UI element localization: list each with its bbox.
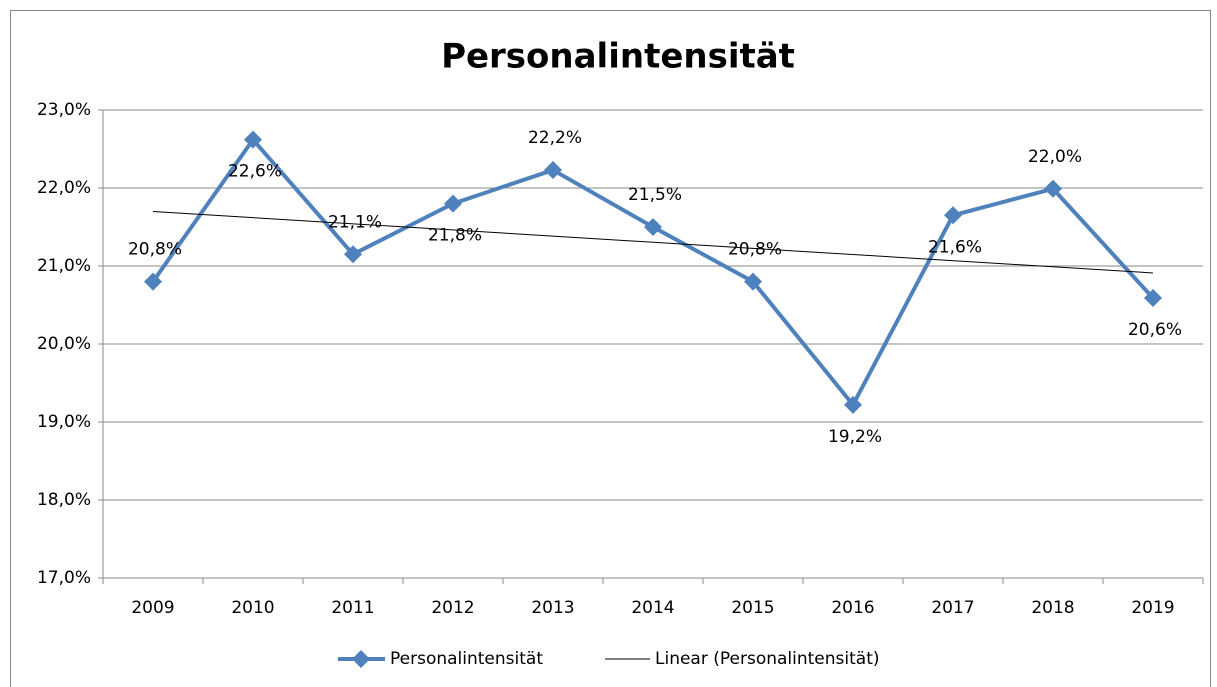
x-tick-label: 2013 [531,598,574,618]
y-tick-label: 21,0% [37,256,91,276]
point-marker [944,206,962,225]
data-label: 21,8% [428,226,482,246]
point-marker [644,218,662,236]
x-tick-label: 2012 [431,598,474,618]
y-tick-label: 22,0% [37,178,91,198]
x-tick-label: 2019 [1131,598,1174,618]
data-label: 21,6% [928,237,982,257]
x-tick-label: 2010 [231,598,274,618]
point-marker [144,272,162,291]
legend-label: Personalintensität [390,649,543,669]
data-label: 20,8% [728,240,782,260]
data-label: 19,2% [828,427,882,447]
point-marker [1044,179,1062,198]
point-marker [444,194,462,213]
x-tick-label: 2014 [631,598,674,618]
x-tick-label: 2011 [331,598,374,618]
chart-title: Personalintensität [441,37,795,77]
data-label: 22,2% [528,128,582,148]
point-marker [544,161,562,180]
data-label: 22,6% [228,162,282,182]
data-label: 21,5% [628,185,682,205]
point-marker [244,130,262,149]
y-tick-label: 18,0% [37,490,91,510]
point-marker [1144,288,1162,307]
x-tick-label: 2018 [1031,598,1074,618]
x-tick-label: 2009 [131,598,174,618]
data-label: 20,8% [128,240,182,260]
point-marker [744,272,762,291]
x-tick-label: 2016 [831,598,874,618]
legend-label: Linear (Personalintensität) [655,649,880,669]
y-tick-label: 23,0% [37,100,91,120]
x-tick-label: 2015 [731,598,774,618]
trendline [152,211,1154,274]
y-tick-label: 17,0% [37,568,91,588]
data-label: 20,6% [1128,320,1182,340]
data-label: 21,1% [328,212,382,232]
point-marker [844,395,862,414]
point-marker [344,245,362,264]
legend-marker [352,650,370,668]
chart-border [10,10,1211,687]
y-tick-label: 20,0% [37,334,91,354]
data-label: 22,0% [1028,147,1082,167]
y-tick-label: 19,0% [37,412,91,432]
x-tick-label: 2017 [931,598,974,618]
